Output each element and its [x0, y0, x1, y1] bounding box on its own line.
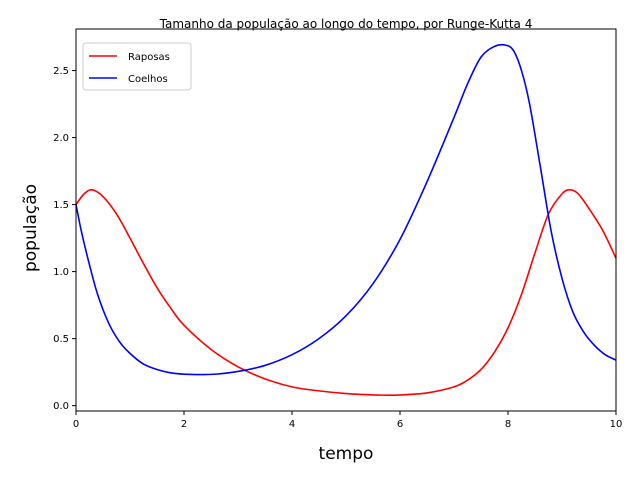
y-tick-label: 0.5	[53, 334, 69, 345]
y-tick-label: 2.0	[53, 133, 69, 144]
x-tick-label: 2	[181, 419, 187, 430]
y-tick-label: 1.5	[53, 200, 69, 211]
x-tick-label: 10	[610, 419, 623, 430]
legend-label-coelhos: Coelhos	[128, 74, 168, 85]
plot-frame	[75, 28, 617, 412]
x-tick-label: 0	[73, 419, 79, 430]
chart-title: Tamanho da população ao longo do tempo, …	[159, 17, 533, 31]
x-axis-label: tempo	[319, 444, 374, 464]
y-tick-label: 0.0	[53, 401, 69, 412]
series-line-coelhos	[75, 43, 617, 376]
legend: Raposas Coelhos	[82, 42, 192, 91]
y-axis: 0.0 0.5 1.0 1.5 2.0 2.5	[53, 66, 76, 412]
x-tick-label: 4	[289, 419, 295, 430]
series-lines	[75, 43, 617, 396]
y-tick-label: 2.5	[53, 66, 69, 77]
y-axis-label: população	[21, 184, 41, 272]
x-tick-label: 8	[505, 419, 511, 430]
y-tick-label: 1.0	[53, 267, 69, 278]
legend-label-raposas: Raposas	[128, 52, 170, 63]
series-line-raposas	[75, 188, 617, 396]
x-tick-label: 6	[397, 419, 403, 430]
x-axis: 0 2 4 6 8 10	[73, 411, 623, 430]
